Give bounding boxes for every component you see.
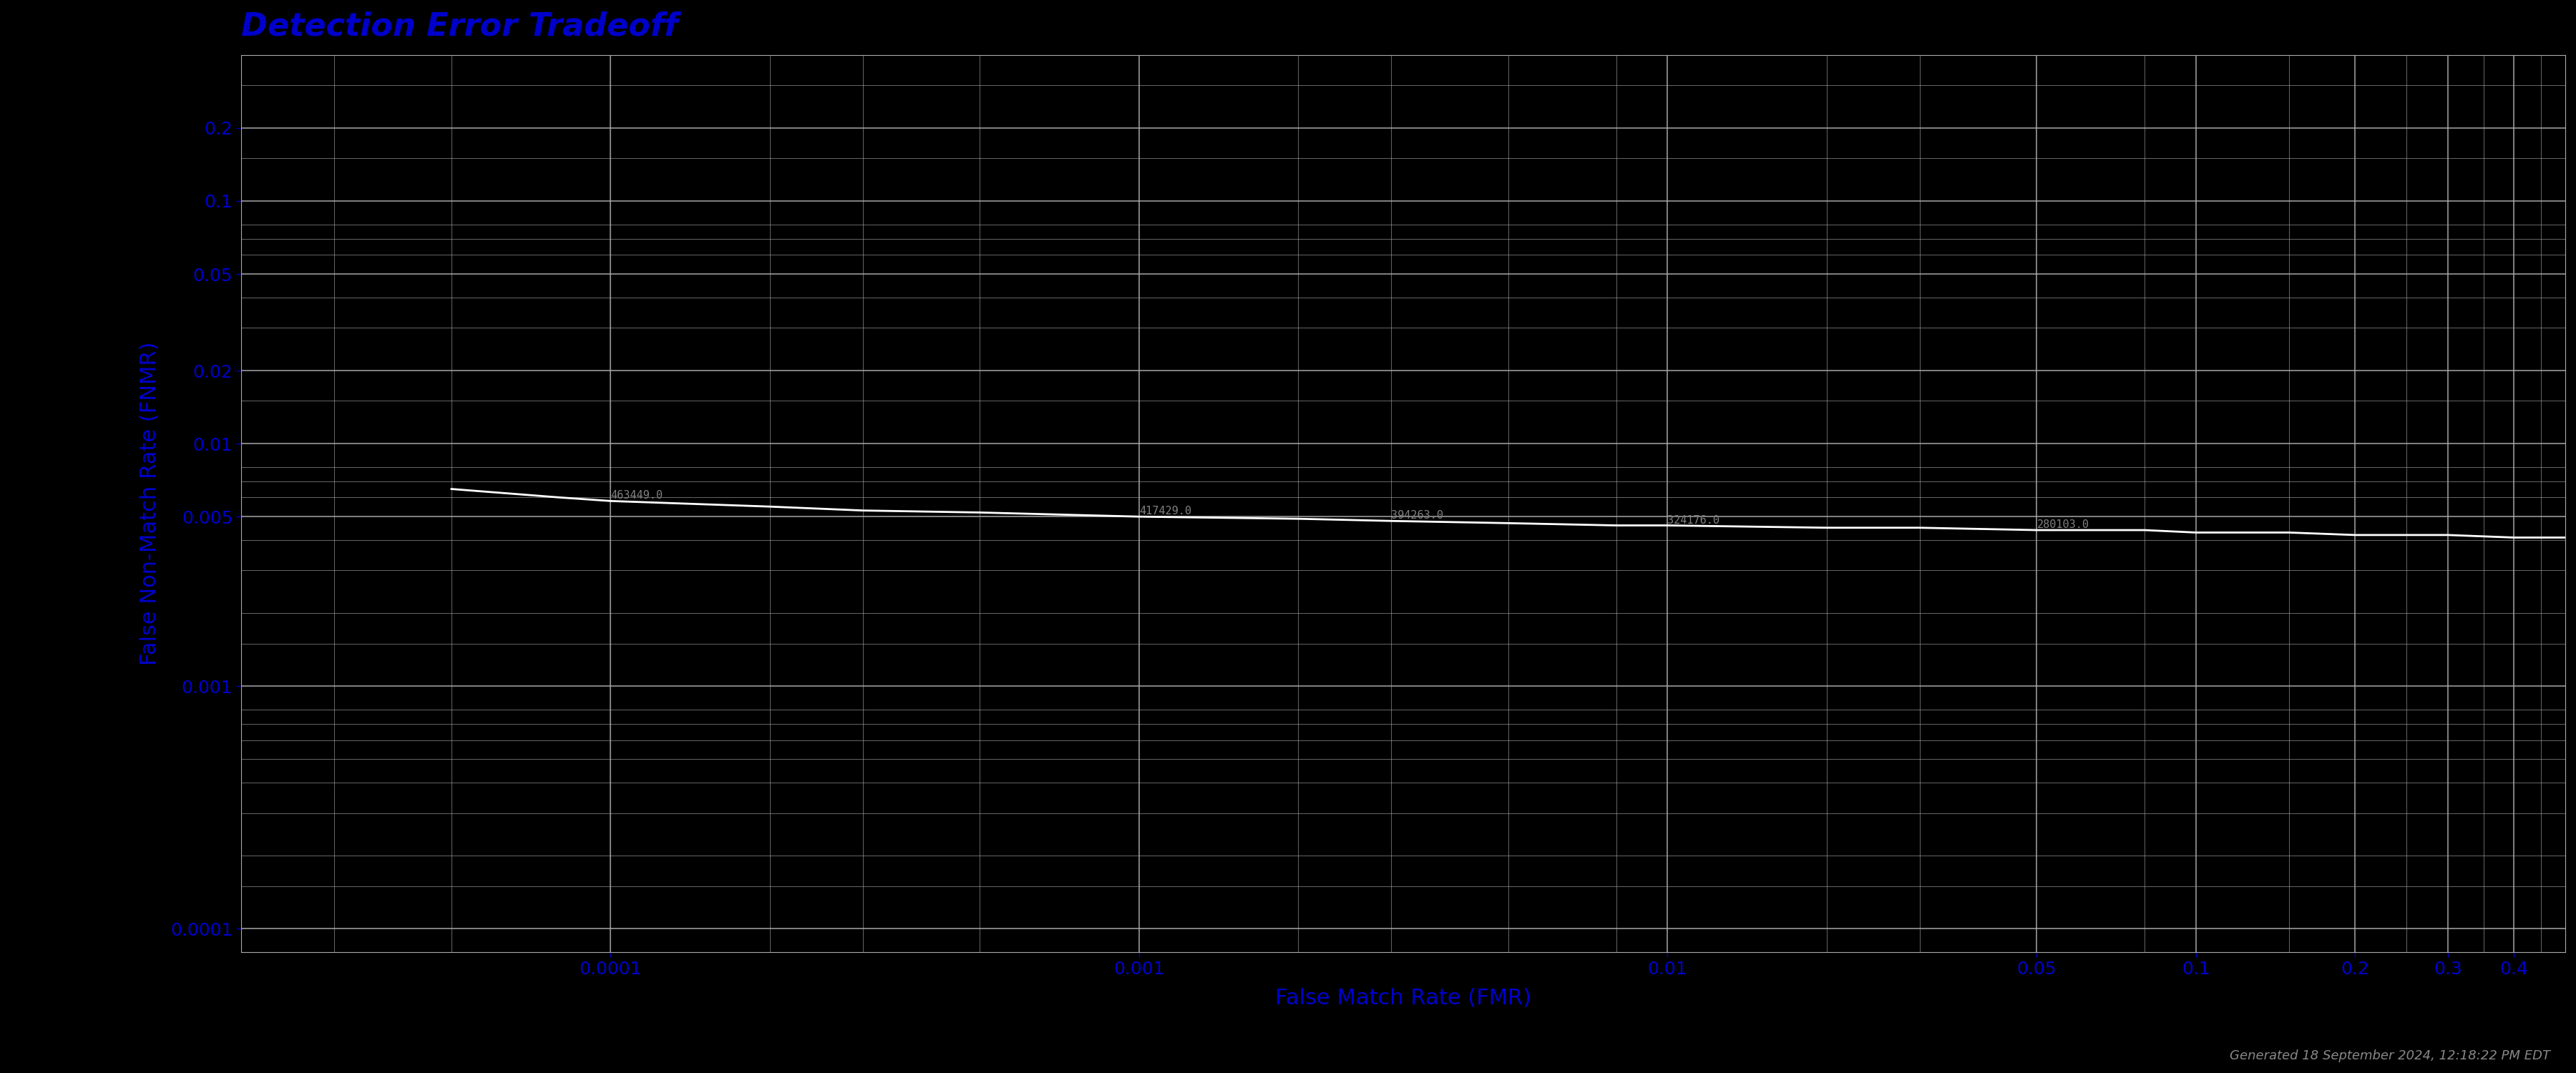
- Text: Detection Error Tradeoff: Detection Error Tradeoff: [242, 11, 677, 42]
- Text: Generated 18 September 2024, 12:18:22 PM EDT: Generated 18 September 2024, 12:18:22 PM…: [2231, 1049, 2550, 1062]
- Text: 417429.0: 417429.0: [1139, 505, 1190, 516]
- X-axis label: False Match Rate (FMR): False Match Rate (FMR): [1275, 988, 1530, 1009]
- Text: 324176.0: 324176.0: [1667, 515, 1721, 526]
- Y-axis label: False Non-Match Rate (FNMR): False Non-Match Rate (FNMR): [139, 342, 160, 665]
- Text: 463449.0: 463449.0: [611, 490, 662, 501]
- Text: 280103.0: 280103.0: [2038, 519, 2089, 530]
- Text: 394263.0: 394263.0: [1391, 510, 1443, 520]
